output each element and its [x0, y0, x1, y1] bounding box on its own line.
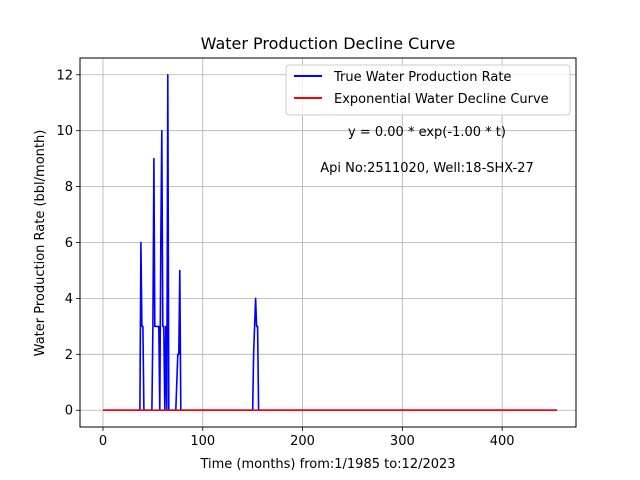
y-tick-label: 4	[65, 292, 73, 307]
x-tick-label: 200	[290, 434, 315, 449]
x-tick-label: 0	[99, 434, 107, 449]
legend-box	[285, 64, 571, 116]
y-axis-label: Water Production Rate (bbl/month)	[33, 130, 48, 357]
chart-title: Water Production Decline Curve	[201, 34, 456, 53]
y-tick-label: 6	[65, 236, 73, 251]
x-tick-label: 100	[190, 434, 215, 449]
y-tick-label: 0	[65, 404, 73, 419]
y-tick-label: 8	[65, 180, 73, 195]
x-tick-label: 300	[390, 434, 415, 449]
legend-label-true-rate: True Water Production Rate	[333, 70, 511, 85]
well-annotation: Api No:2511020, Well:18-SHX-27	[320, 161, 534, 176]
y-tick-label: 12	[56, 68, 73, 83]
legend-label-decline-curve: Exponential Water Decline Curve	[334, 92, 549, 107]
y-tick-label: 2	[65, 348, 73, 363]
y-tick-label: 10	[56, 124, 73, 139]
axis-ticks: 0 100 200 300 400 0 2 4 6 8 10 12	[56, 68, 514, 449]
plot-lines	[103, 74, 557, 412]
equation-annotation: y = 0.00 * exp(-1.00 * t)	[348, 125, 506, 140]
legend: True Water Production Rate Exponential W…	[285, 64, 571, 116]
x-axis-label: Time (months) from:1/1985 to:12/2023	[199, 457, 455, 472]
x-tick-label: 400	[490, 434, 515, 449]
